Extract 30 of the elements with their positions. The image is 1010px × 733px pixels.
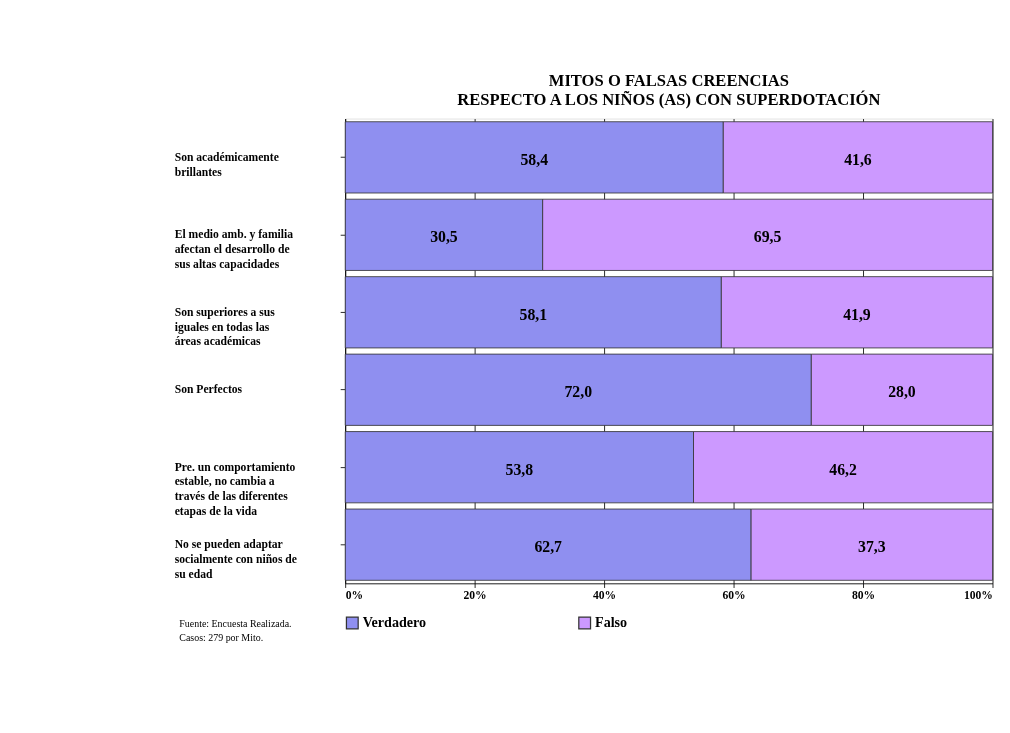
y-tick-label: Son superiores a sus iguales en todas las áreas académicas <box>174 305 276 349</box>
data-label: 41,9 <box>843 305 871 323</box>
data-label: 37,3 <box>858 538 886 556</box>
source-note: Fuente: Encuesta Realizada. <box>179 617 292 629</box>
x-tick-label: 60% <box>722 588 746 602</box>
x-tick-label: 40% <box>592 588 617 602</box>
x-tick-label: 80% <box>851 588 876 602</box>
data-label: 58,1 <box>519 305 548 323</box>
x-tick-label: 100% <box>963 588 993 602</box>
text: Casos: 279 por Mito. <box>179 632 264 644</box>
y-tick-label: Son Perfectos <box>174 383 243 397</box>
legend-label: Verdadero <box>362 614 427 631</box>
y-tick-label: No se pueden adaptar socialmente con niños de su edad <box>174 537 297 581</box>
x-tick-label: 0% <box>345 588 364 602</box>
legend-label: Falso <box>595 614 628 631</box>
data-label: 72,0 <box>564 383 593 401</box>
data-label: 46,2 <box>829 460 857 478</box>
data-label: 41,6 <box>844 150 872 168</box>
data-label: 53,8 <box>505 460 534 478</box>
data-label: 58,4 <box>520 150 549 168</box>
y-tick-label: Pre. un comportamiento estable, no cambia a través de las diferentes etapas de la vida <box>174 460 296 519</box>
chart-title: MITOS O FALSAS CREENCIAS <box>548 71 790 91</box>
data-label: 62,7 <box>534 538 563 556</box>
data-label: 28,0 <box>888 383 916 401</box>
x-tick-label: 20% <box>463 588 487 602</box>
y-tick-label: Son académicamente brillantes <box>174 150 279 179</box>
data-label: 69,5 <box>753 228 782 246</box>
y-tick-label: El medio amb. y familia afectan el desarrollo de sus altas capacidades <box>174 228 294 272</box>
data-label: 30,5 <box>430 228 458 246</box>
chart-subtitle: RESPECTO A LOS NIÑOS (AS) CON SUPERDOTACIÓN <box>457 90 881 110</box>
